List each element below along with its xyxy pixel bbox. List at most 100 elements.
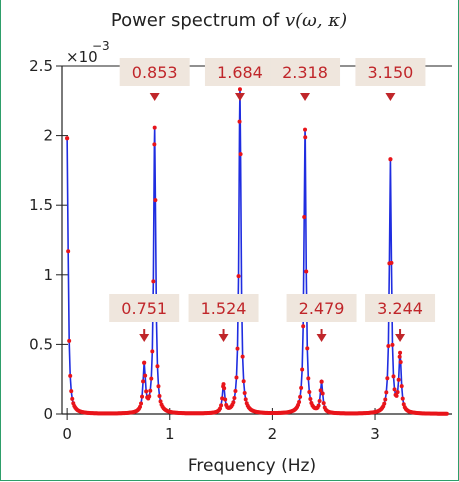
spectrum-point [232,396,237,401]
spectrum-point [149,376,154,381]
spectrum-point [240,354,245,359]
spectrum-point [234,375,239,380]
annotation-arrowhead [149,93,160,101]
spectrum-point [303,135,308,140]
spectrum-point [296,403,301,408]
spectrum-point [398,360,403,365]
spectrum-point [156,384,161,389]
spectrum-point [223,397,228,402]
x-tick-label: 2 [268,425,278,443]
spectrum-point [153,198,158,203]
spectrum-point [148,388,153,393]
spectrum-point [388,157,393,162]
spectrum-point [143,373,148,378]
spectrum-point [151,279,156,284]
spectrum-point [70,396,75,401]
annotation-label: 3.150 [368,63,414,82]
spectrum-point [157,393,162,398]
annotation-arrowhead [316,334,327,342]
spectrum-point [220,396,225,401]
spectrum-point [155,364,160,369]
spectrum-point [395,390,400,395]
spectrum-point [394,393,399,398]
spectrum-point [68,373,73,378]
spectrum-point [319,379,324,384]
spectrum-point [400,396,405,401]
annotation-box [109,294,180,322]
spectrum-point [142,360,147,365]
spectrum-point [385,376,390,381]
spectrum-point [389,260,394,265]
plot-area [65,87,449,416]
spectrum-point [152,125,157,130]
spectrum-point [152,142,157,147]
spectrum-point [67,338,72,343]
spectrum-point [222,386,227,391]
annotation-arrowhead [234,93,245,101]
spectrum-point [397,354,402,359]
y-tick-label: 0 [43,405,53,423]
spectrum-point [301,324,306,329]
spectrum-point [306,376,311,381]
annotation-arrowhead [300,93,311,101]
spectrum-point [308,396,313,401]
spectrum-point [231,400,236,405]
annotation-box [119,58,190,86]
spectrum-point [391,374,396,379]
spectrum-point [218,406,223,411]
spectrum-point [302,214,307,219]
annotation-label: 1.524 [201,299,247,318]
annotation-box [286,294,357,322]
spectrum-point [236,274,241,279]
spectrum-point [318,388,323,393]
spectrum-point [221,382,226,387]
spectrum-point [300,367,305,372]
spectrum-point [382,401,387,406]
spectrum-point [233,388,238,393]
spectrum-point [144,389,149,394]
annotation-arrowhead [395,334,406,342]
chart-title: Power spectrum of v(ω, κ) [111,10,347,31]
spectrum-point [316,403,321,408]
annotation-arrowhead [139,334,150,342]
annotation-label: 0.853 [132,63,178,82]
spectrum-point [69,389,74,394]
spectrum-point [317,399,322,404]
peak-annotations: 0.853 1.684 2.318 3.150 0.751 1.524 2.479 3.244 [109,58,436,342]
annotation-label: 2.318 [282,63,328,82]
spectrum-point [150,349,155,354]
spectrum-point [383,397,388,402]
spectrum-point [139,401,144,406]
annotation-label: 2.479 [299,299,345,318]
spectrum-point [321,401,326,406]
spectrum-point [237,87,242,92]
spectrum-point [390,342,395,347]
annotation-box [204,58,275,86]
spectrum-point [444,411,449,416]
spectrum-point [386,343,391,348]
spectrum-point [140,394,145,399]
annotation-box [188,294,259,322]
spectrum-point [307,389,312,394]
spectrum-point [303,127,308,132]
spectrum-point [305,346,310,351]
annotation-label: 1.684 [217,63,263,82]
annotation-arrowhead [385,93,396,101]
spectrum-point [392,387,397,392]
spectrum-point [396,377,401,382]
spectrum-point [65,136,70,141]
spectrum-point [384,390,389,395]
y-scale-base: ×10 [66,48,98,66]
spectrum-point [235,346,240,351]
x-tick-label: 3 [370,425,380,443]
spectrum-point [241,379,246,384]
x-tick-label: 0 [62,425,72,443]
annotation-arrowhead [218,334,229,342]
y-tick-label: 2 [43,127,53,145]
spectrum-point [243,397,248,402]
spectrum-point [158,399,163,404]
x-tick-label: 1 [165,425,175,443]
spectrum-point [141,379,146,384]
y-tick-label: 2.5 [29,57,53,75]
